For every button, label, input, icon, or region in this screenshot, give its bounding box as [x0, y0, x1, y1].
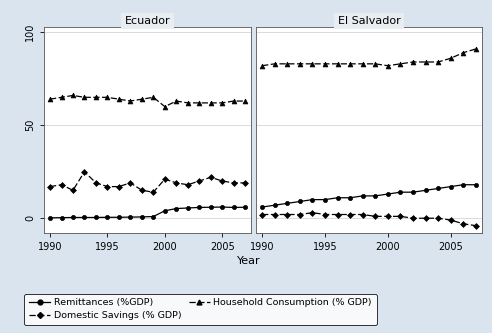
Legend: Remittances (%GDP), Domestic Savings (% GDP), Household Consumption (% GDP): Remittances (%GDP), Domestic Savings (% … — [25, 294, 377, 325]
Title: Ecuador: Ecuador — [125, 16, 170, 26]
Text: Year: Year — [237, 256, 260, 266]
Title: El Salvador: El Salvador — [338, 16, 400, 26]
